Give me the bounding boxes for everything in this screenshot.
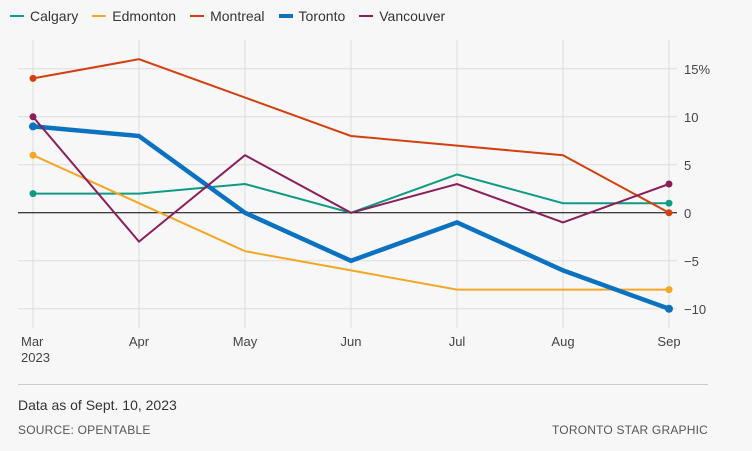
series-endpoint-montreal	[665, 209, 673, 217]
y-tick-label: 0	[684, 206, 691, 221]
legend-swatch	[190, 15, 205, 17]
x-tick-sublabel: 2023	[21, 350, 50, 365]
series-endpoint-toronto	[29, 122, 37, 131]
legend-label: Montreal	[210, 8, 265, 24]
y-tick-label: 15%	[684, 62, 710, 77]
x-tick-label: Jul	[449, 334, 466, 349]
series-endpoint-edmonton	[665, 286, 673, 294]
legend-swatch	[278, 14, 293, 18]
legend-item-edmonton: Edmonton	[92, 8, 176, 24]
y-tick-label: 10	[684, 110, 698, 125]
x-tick-label: May	[233, 334, 258, 349]
y-tick-label: 5	[684, 158, 691, 173]
series-endpoint-montreal	[29, 74, 37, 82]
legend-label: Vancouver	[379, 8, 446, 24]
legend: Calgary Edmonton Montreal Toronto Vancouver	[10, 8, 445, 24]
legend-swatch	[359, 15, 374, 17]
x-tick-label: Jun	[341, 334, 362, 349]
legend-item-calgary: Calgary	[10, 8, 78, 24]
legend-label: Calgary	[30, 8, 79, 24]
legend-swatch	[92, 15, 107, 17]
x-tick-label: Apr	[129, 334, 150, 349]
series-endpoint-edmonton	[29, 151, 37, 159]
x-tick-label: Sep	[657, 334, 680, 349]
series-endpoint-calgary	[665, 199, 673, 207]
credit-label: TORONTO STAR GRAPHIC	[551, 423, 708, 437]
series-line-vancouver	[32, 116, 670, 243]
line-chart: Mar Apr May Jun Jul Aug Sep 2023 −10 −5 0 5 10 15%	[18, 40, 710, 365]
x-tick-label: Mar	[21, 334, 44, 349]
legend-label: Edmonton	[112, 8, 177, 24]
divider	[18, 384, 708, 385]
series-endpoint-vancouver	[665, 180, 673, 188]
series-line-toronto	[32, 124, 670, 311]
legend-item-montreal: Montreal	[190, 8, 265, 24]
series-endpoint-toronto	[665, 304, 673, 313]
legend-label: Toronto	[298, 8, 346, 24]
series-endpoint-calgary	[29, 190, 37, 198]
data-note: Data as of Sept. 10, 2023	[18, 397, 177, 413]
legend-swatch	[10, 15, 24, 17]
y-tick-label: −10	[684, 302, 706, 317]
x-tick-label: Aug	[551, 334, 574, 349]
source-label: SOURCE: OPENTABLE	[18, 423, 151, 437]
series-line-edmonton	[32, 154, 669, 291]
series-endpoint-vancouver	[29, 113, 37, 121]
legend-item-vancouver: Vancouver	[359, 8, 445, 24]
series-line-montreal	[32, 58, 670, 214]
y-tick-label: −5	[684, 254, 699, 269]
legend-item-toronto: Toronto	[278, 8, 346, 24]
